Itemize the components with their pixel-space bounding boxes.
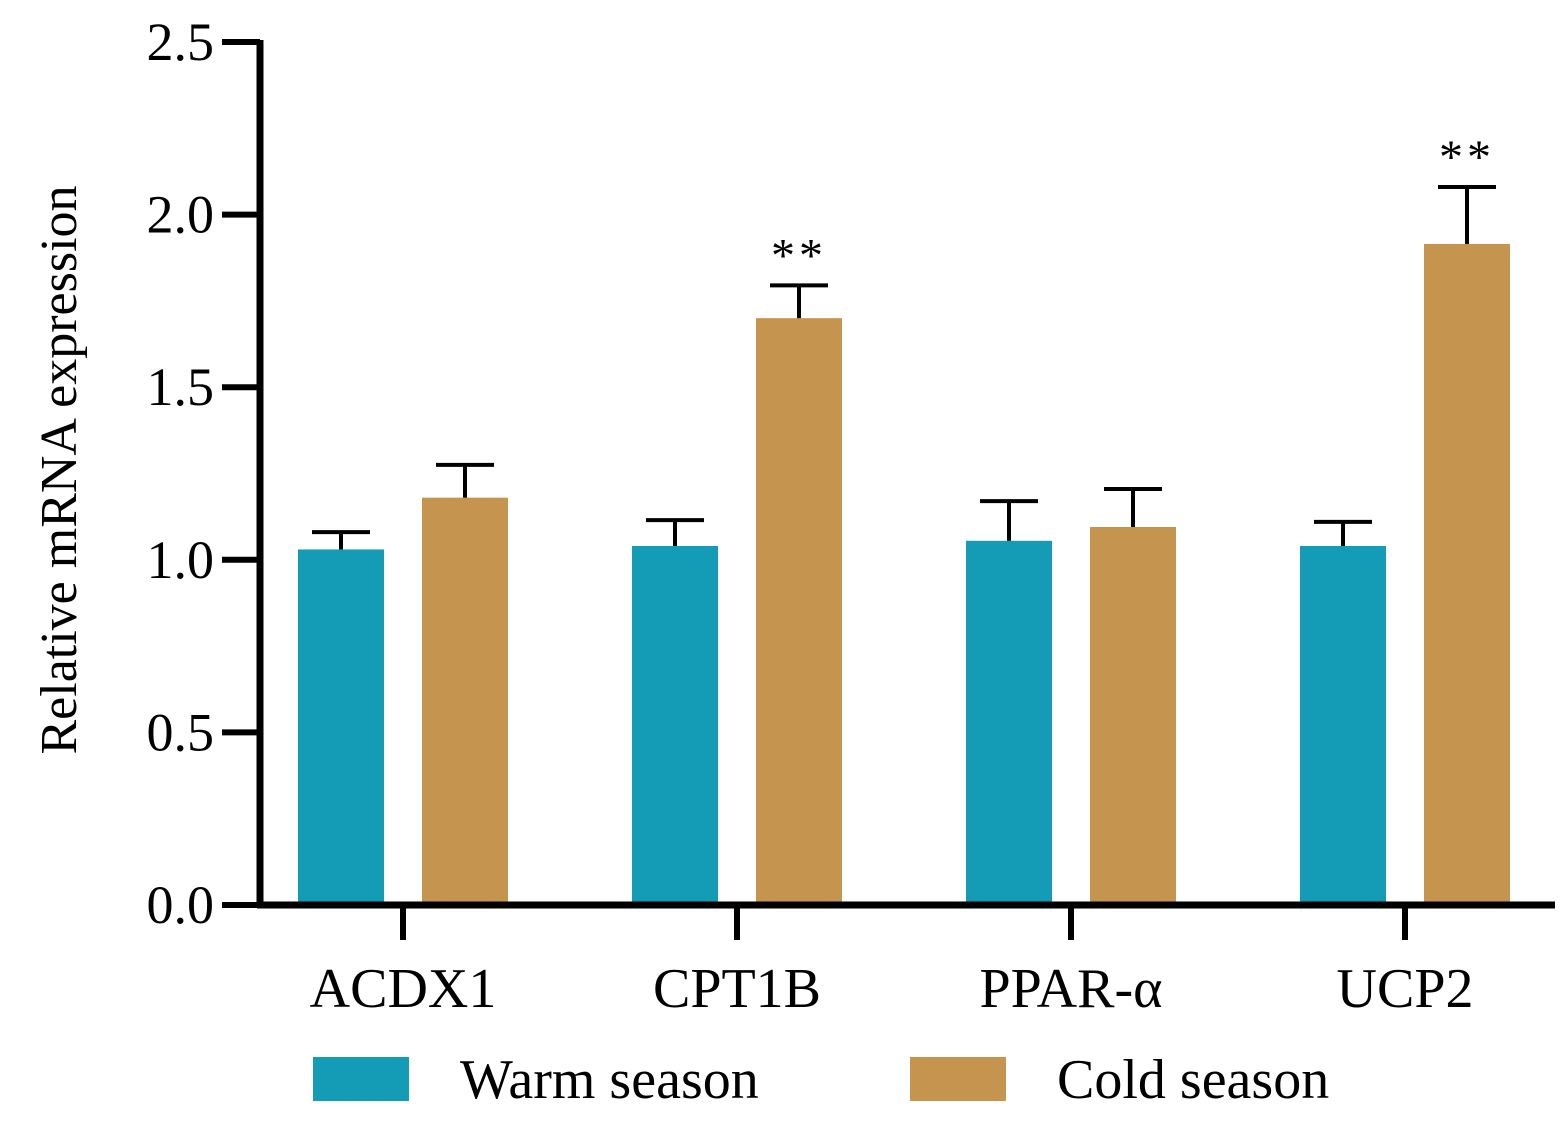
y-axis-title: Relative mRNA expression	[31, 185, 88, 754]
error-bars-layer	[312, 184, 1496, 550]
bar-ppar-cold-season	[1090, 527, 1176, 905]
bar-cpt1b-warm-season	[632, 545, 718, 905]
bars-layer	[298, 243, 1510, 905]
y-tick-label: 2.5	[147, 12, 215, 72]
error-bar-cpt1b-cold-season	[770, 283, 828, 319]
legend-item-cold-season: Cold season	[910, 1049, 1329, 1111]
x-tick-label: UCP2	[1337, 958, 1474, 1020]
bar-acdx1-warm-season	[298, 549, 384, 905]
labels-layer: ** ** 0.0 0.5 1.0 1.5 2.0 2.5 ACDX1 CPT1B PPAR-α UC…	[31, 12, 1495, 1020]
bar-ppar-warm-season	[966, 540, 1052, 905]
y-tick-label: 1.0	[147, 530, 215, 590]
error-bar-acdx1-cold-season	[436, 462, 494, 498]
error-bar-cpt1b-warm-season	[646, 518, 704, 546]
error-bar-acdx1-warm-season	[312, 530, 370, 550]
significance-cpt1b-label: **	[771, 229, 827, 282]
legend: Warm season Cold season	[313, 1049, 1329, 1111]
error-bar-ucp2-cold-season	[1438, 184, 1496, 244]
x-tick-label: PPAR-α	[980, 958, 1163, 1020]
error-bar-ppar-cold-season	[1104, 487, 1162, 528]
legend-item-warm-season: Warm season	[313, 1049, 759, 1111]
y-tick-label: 0.5	[147, 702, 215, 762]
legend-label: Cold season	[1057, 1049, 1329, 1111]
y-tick-label: 2.0	[147, 185, 215, 245]
x-tick-label: ACDX1	[310, 958, 497, 1020]
y-tick-label: 0.0	[147, 875, 215, 935]
bar-ucp2-cold-season	[1424, 243, 1510, 905]
significance-ucp2-label: **	[1439, 131, 1495, 184]
y-tick-label: 1.5	[147, 357, 215, 417]
legend-swatch	[910, 1057, 1006, 1101]
legend-label: Warm season	[460, 1049, 759, 1111]
x-tick-label: CPT1B	[653, 958, 821, 1020]
legend-swatch	[313, 1057, 409, 1101]
bar-ucp2-warm-season	[1300, 545, 1386, 905]
error-bar-ucp2-warm-season	[1314, 519, 1372, 546]
bar-cpt1b-cold-season	[756, 318, 842, 905]
error-bar-ppar-warm-season	[980, 499, 1038, 541]
bar-acdx1-cold-season	[422, 497, 508, 905]
axes-layer	[222, 39, 1555, 940]
